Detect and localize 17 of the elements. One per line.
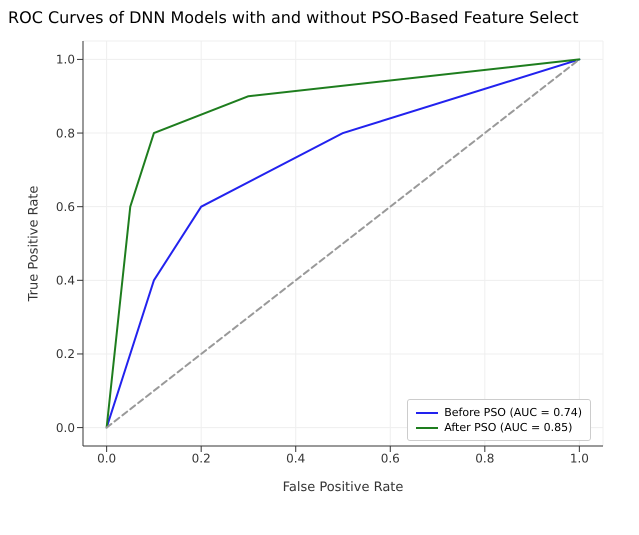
x-tick-label: 0.2 xyxy=(192,452,211,466)
x-axis-title: False Positive Rate xyxy=(282,480,404,495)
y-tick-label: 0.6 xyxy=(56,200,75,214)
x-tick-label: 0.8 xyxy=(475,452,494,466)
x-tick-label: 0.0 xyxy=(97,452,116,466)
y-tick-label: 0.8 xyxy=(56,126,75,140)
x-tick-label: 1.0 xyxy=(570,452,589,466)
x-tick-label: 0.6 xyxy=(380,452,400,466)
legend-label: Before PSO (AUC = 0.74) xyxy=(444,406,582,419)
y-tick-label: 0.2 xyxy=(56,347,75,362)
chart-title: ROC Curves of DNN Models with and without PSO-Based Feature Select xyxy=(8,8,580,27)
y-tick-label: 1.0 xyxy=(56,52,75,67)
y-axis-title: True Positive Rate xyxy=(26,186,42,302)
legend-label: After PSO (AUC = 0.85) xyxy=(444,421,572,434)
y-tick-label: 0.0 xyxy=(56,420,75,435)
x-tick-label: 0.4 xyxy=(286,452,306,466)
y-tick-label: 0.4 xyxy=(56,274,75,288)
